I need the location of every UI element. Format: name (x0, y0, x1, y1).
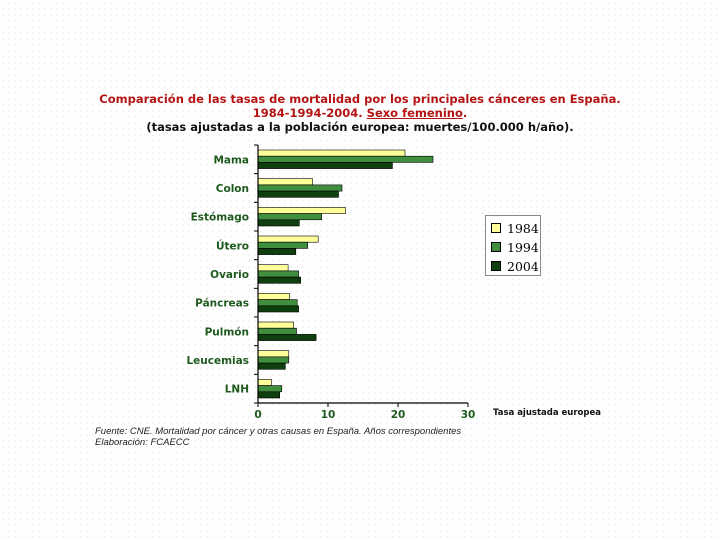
bar-pulmon-1984 (257, 321, 295, 329)
legend-item-1994: 1994 (491, 239, 539, 255)
bar-colon-1994 (257, 184, 343, 192)
category-label-leucemias: Leucemias (186, 355, 249, 367)
source-line-2: Elaboración: FCAECC (95, 437, 190, 448)
bar-lnh-1994 (257, 385, 283, 393)
legend-label-1984: 1984 (507, 220, 539, 236)
bar-pancreas-1994 (257, 299, 298, 307)
bar-leucemias-2004 (257, 362, 286, 370)
bar-lnh-1984 (257, 379, 272, 386)
x-tick-label: 0 (254, 409, 261, 421)
category-label-utero: Útero (216, 239, 249, 252)
bar-leucemias-1984 (257, 350, 290, 358)
category-label-pulmon: Pulmón (205, 326, 249, 338)
bar-ovario-2004 (257, 276, 302, 284)
legend-swatch-1984 (491, 223, 501, 233)
x-tick-label: 10 (321, 409, 336, 421)
legend-label-1994: 1994 (507, 239, 539, 255)
chart-legend: 1984 1994 2004 (485, 215, 541, 276)
category-label-colon: Colon (216, 183, 249, 195)
bar-mama-2004 (257, 162, 393, 169)
bar-mama-1984 (257, 149, 406, 157)
bar-ovario-1984 (257, 264, 289, 272)
x-tick-label: 20 (391, 409, 406, 421)
title-years: 1984-1994-2004. (252, 106, 367, 120)
bar-pulmon-1994 (257, 327, 297, 335)
legend-swatch-1994 (491, 242, 501, 252)
category-label-lnh: LNH (225, 384, 249, 396)
bar-colon-2004 (257, 190, 339, 198)
bar-pancreas-2004 (257, 305, 299, 313)
title-period: . (462, 106, 468, 120)
bar-pulmon-2004 (257, 334, 317, 341)
bar-mama-1994 (257, 155, 434, 163)
legend-item-1984: 1984 (491, 220, 539, 236)
bar-estomago-1984 (257, 207, 346, 214)
bar-colon-1984 (257, 178, 313, 186)
bar-estomago-1994 (257, 213, 323, 221)
legend-item-2004: 2004 (491, 258, 539, 274)
title-line-3: (tasas ajustadas a la población europea:… (146, 120, 574, 134)
source-line-1: Fuente: CNE. Mortalidad por cáncer y otr… (95, 426, 462, 437)
title-sex-label: Sexo femenino (366, 106, 463, 120)
category-label-ovario: Ovario (210, 269, 249, 281)
bar-utero-1984 (257, 235, 319, 243)
bar-utero-2004 (257, 248, 297, 255)
title-line-2: 1984-1994-2004. Sexo femenino. (60, 106, 660, 120)
legend-swatch-2004 (491, 261, 501, 271)
bar-estomago-2004 (257, 219, 300, 227)
bar-utero-1994 (257, 241, 309, 249)
bar-leucemias-1994 (257, 356, 290, 364)
category-label-mama: Mama (213, 154, 249, 166)
category-label-pancreas: Páncreas (195, 298, 249, 310)
bar-lnh-2004 (257, 391, 281, 399)
title-line-1: Comparación de las tasas de mortalidad p… (99, 92, 621, 106)
bar-pancreas-1984 (257, 293, 290, 300)
source-note: Fuente: CNE. Mortalidad por cáncer y otr… (95, 426, 461, 448)
category-label-estomago: Estómago (191, 212, 249, 224)
chart-title: Comparación de las tasas de mortalidad p… (60, 92, 660, 134)
x-tick-label: 30 (461, 409, 476, 421)
legend-label-2004: 2004 (507, 258, 539, 274)
bar-ovario-1994 (257, 270, 299, 278)
x-axis-title: Tasa ajustada europea (493, 408, 601, 418)
